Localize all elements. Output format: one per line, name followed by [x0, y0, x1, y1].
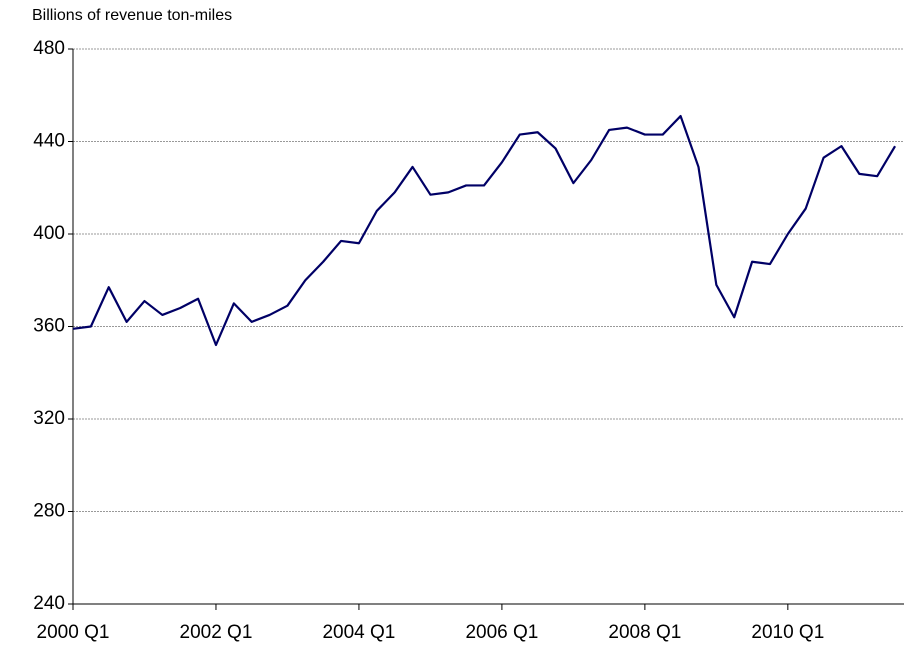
- y-tick-label: 440: [33, 131, 65, 152]
- y-tick-label: 280: [33, 501, 65, 522]
- line-series: [72, 114, 897, 347]
- y-tick-label: 360: [33, 316, 65, 337]
- y-tick-label: 240: [33, 593, 65, 614]
- x-tick-label: 2002 Q1: [180, 622, 253, 643]
- x-tick-label: 2000 Q1: [37, 622, 110, 643]
- y-tick-label: 480: [33, 38, 65, 59]
- x-tick-label: 2004 Q1: [322, 622, 395, 643]
- y-tick-label: 320: [33, 408, 65, 429]
- x-tick-label: 2008 Q1: [608, 622, 681, 643]
- y-tick-label: 400: [33, 223, 65, 244]
- x-tick-label: 2006 Q1: [465, 622, 538, 643]
- x-tick-label: 2010 Q1: [751, 622, 824, 643]
- axis-title: Billions of revenue ton-miles: [32, 7, 232, 24]
